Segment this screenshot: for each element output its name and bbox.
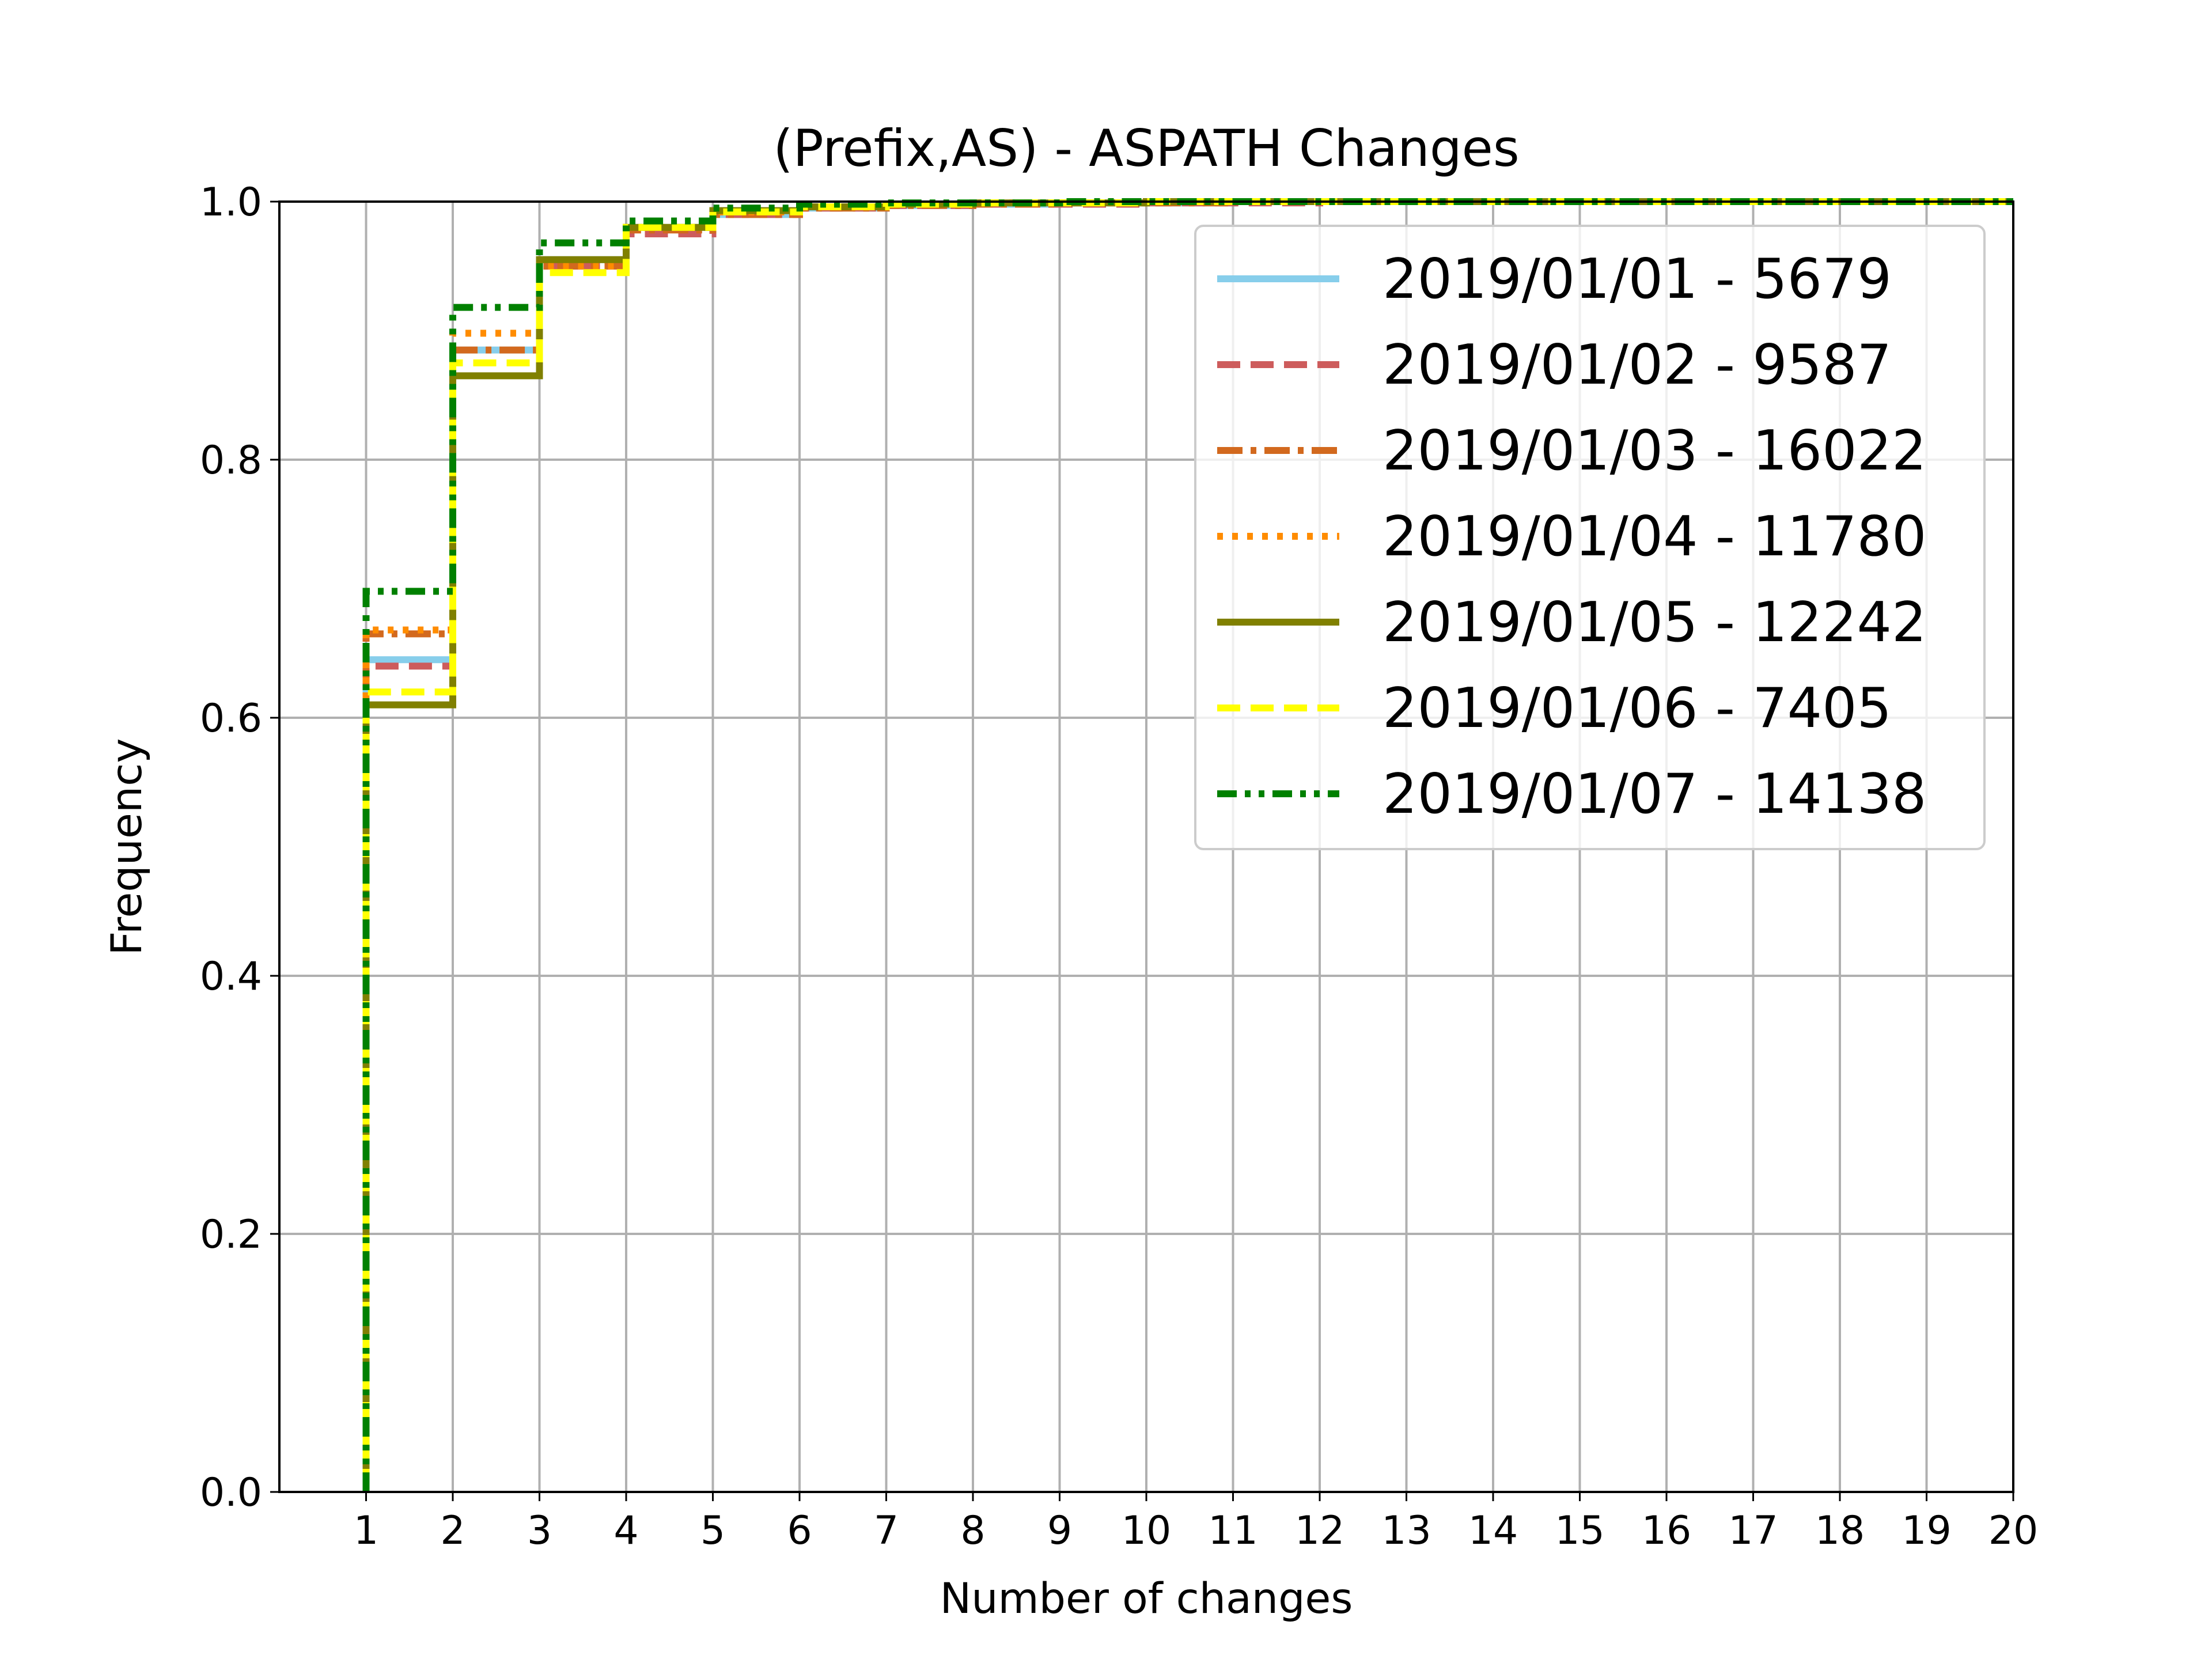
x-tick-label: 16 [1642,1508,1692,1554]
x-tick-label: 19 [1902,1508,1952,1554]
legend-entry-label: 2019/01/07 - 14138 [1382,763,1926,826]
y-tick-label: 1.0 [200,180,262,225]
y-axis-label: Frequency [103,738,151,955]
x-tick-label: 9 [1047,1508,1072,1554]
y-tick-label: 0.2 [200,1212,262,1257]
x-tick-label: 5 [700,1508,725,1554]
legend-entry-label: 2019/01/05 - 12242 [1382,591,1926,654]
x-axis-label: Number of changes [940,1574,1353,1623]
x-tick-label: 4 [613,1508,638,1554]
chart-title: (Prefix,AS) - ASPATH Changes [773,119,1519,178]
y-tick-label: 0.4 [200,954,262,999]
legend-entry-label: 2019/01/04 - 11780 [1382,505,1926,569]
x-tick-label: 10 [1122,1508,1172,1554]
y-tick-label: 0.0 [200,1470,262,1516]
x-tick-label: 12 [1295,1508,1345,1554]
x-tick-label: 20 [1988,1508,2039,1554]
x-tick-label: 14 [1468,1508,1518,1554]
legend-entry-label: 2019/01/02 - 9587 [1382,334,1892,397]
x-tick-label: 6 [787,1508,812,1554]
x-tick-label: 1 [354,1508,378,1554]
x-tick-label: 2 [440,1508,465,1554]
x-tick-label: 11 [1208,1508,1258,1554]
x-tick-label: 8 [960,1508,985,1554]
legend-entry-label: 2019/01/03 - 16022 [1382,419,1926,483]
x-tick-label: 7 [874,1508,899,1554]
legend-box [1194,225,1986,850]
x-tick-label: 17 [1728,1508,1778,1554]
axis-ticks: 1 2 3 4 5 6 7 8 9 10 11 12 13 14 15 16 17 18 19 200.00.20.4… [200,180,2038,1554]
x-tick-label: 13 [1381,1508,1431,1554]
legend: 2019/01/01 - 5679 2019/01/02 - 9587 2019/0… [1194,225,1986,850]
x-tick-label: 18 [1815,1508,1865,1554]
legend-entry-label: 2019/01/01 - 5679 [1382,248,1892,311]
x-tick-label: 15 [1555,1508,1605,1554]
y-tick-label: 0.6 [200,696,262,741]
y-tick-label: 0.8 [200,438,262,483]
legend-entry-label: 2019/01/06 - 7405 [1382,677,1892,740]
x-tick-label: 3 [527,1508,552,1554]
